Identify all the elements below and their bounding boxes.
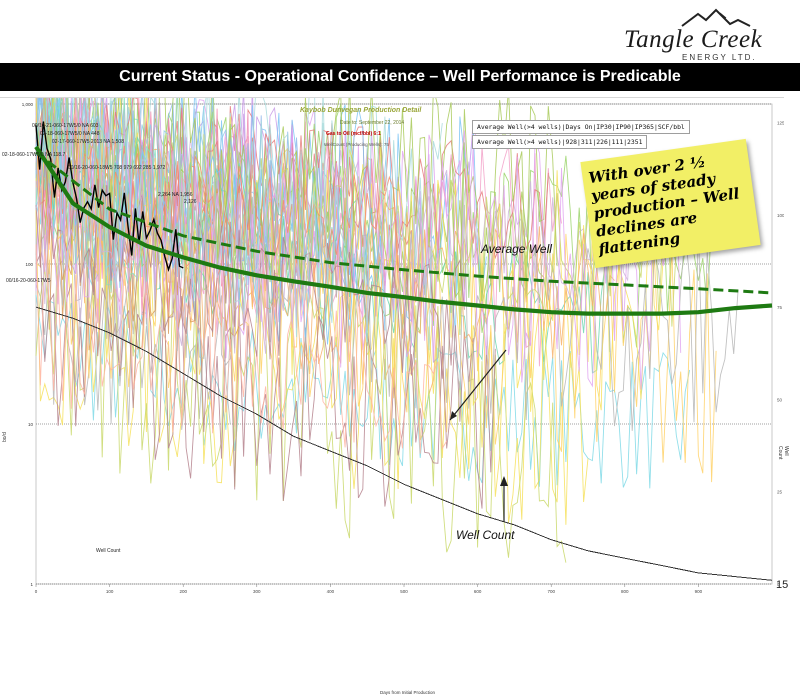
well-trace [35,161,311,354]
well-label: 02-18-060-17W5/0 NA 118.7 [2,152,66,158]
average-well-annotation: Average Well [481,242,552,256]
x-tick-label: 200 [179,589,187,594]
company-logo: Tangle Creek ENERGY LTD. [612,4,788,64]
average-well-line [34,145,773,316]
well-label: 00/16-21-060-17W5/0 NA 603 [32,123,99,129]
well-trace [46,98,558,302]
y-tick-label: 1,000 [22,102,34,107]
x-tick-label: 500 [400,589,408,594]
x-tick-label: 600 [474,589,482,594]
y-tick-label: 1 [30,582,33,587]
stat-header-box: Average Well(>4 wells)|Days On|IP30|IP90… [472,120,690,134]
y2-tick-label: 125 [777,120,784,125]
gor-label: Gas to Oil (mcf/bbl) [326,131,373,137]
well-label: 02-17-060-17W5 2013 NA 1,508 [52,139,124,145]
x-tick-label: 900 [695,589,703,594]
well-trace [35,244,448,454]
y2-tick-label: 100 [777,213,784,218]
well-count-arrowhead [500,476,508,486]
y-tick-label: 10 [28,422,34,427]
well-count-line [35,306,773,581]
mountain-icon [681,8,751,27]
well-label: 02-18-060-17W5/0 NA 448 [40,131,100,137]
well-label: 00/16-20-060-17W5 [6,278,51,284]
well-trace [35,219,567,563]
x-tick-label: 0 [35,589,38,594]
page-number: 15 [776,579,789,591]
y2-axis-label: Well Count [777,446,789,460]
x-axis-label: Days from Initial Production [380,690,436,695]
x-tick-label: 800 [621,589,629,594]
wellcount-label: WellCount (Producing Wells): 75 [324,142,389,147]
well-label: 00/16-20-060-18W5 708 979 692 285 1,972 [68,165,166,171]
y-tick-label: 100 [25,262,33,267]
y-axis-label: bo/d [2,432,8,442]
chart-svg: 1,000 100 10 1 125 100 75 50 25 0 0 100 200 300 400 500… [22,98,784,594]
x-tick-label: 300 [253,589,261,594]
average-well-arrowhead [450,411,457,420]
well-label: 2,126 [184,199,197,205]
average-well-arrow [449,349,507,421]
x-tick-label: 100 [106,589,114,594]
y2-tick-label: 50 [777,397,783,402]
well-trace [36,98,443,351]
y2-tick-label: 0 [777,582,780,587]
x-tick-label: 400 [327,589,335,594]
stat-values-box: Average Well(>4 wells)|928|311|226|111|2… [472,135,648,149]
type-curve-line [35,151,773,295]
well-count-annotation: Well Count [456,528,515,542]
well-count-axis-annotation: Well Count [96,548,121,554]
logo-name: Tangle Creek [624,26,763,53]
y2-tick-label: 75 [777,305,783,310]
y2-tick-label: 25 [777,490,783,495]
x-tick-label: 700 [547,589,555,594]
well-trace [35,156,465,379]
well-label: 2,264 NA 1,956 [158,192,193,198]
chart-date: Date to: September 22, 2014 [340,120,405,126]
slide-title: Current Status - Operational Confidence … [0,63,800,91]
chart-title: Kaybob Dunvegan Production Detail [300,107,422,114]
logo-subtitle: ENERGY LTD. [682,53,757,62]
gor-value: 6:1 [373,131,381,137]
gas-oil-ratio: Gas to Oil (mcf/bbl) 6:1 [326,131,381,137]
